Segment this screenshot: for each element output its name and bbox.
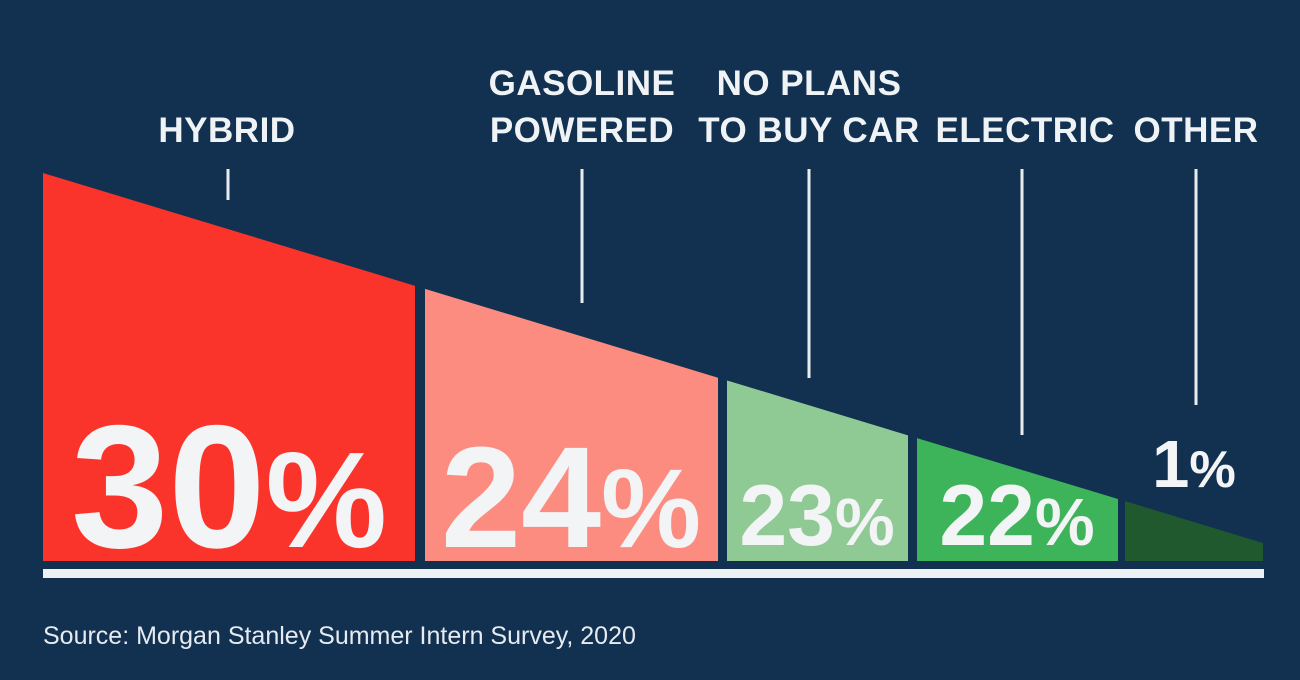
percent-sign: % (1189, 441, 1235, 499)
value-label-other: 1% (1152, 427, 1236, 502)
category-label-hybrid: HYBRID (158, 111, 295, 150)
segment-shape-other (1125, 501, 1263, 561)
percent-sign: % (601, 445, 701, 571)
category-label-noplans: TO BUY CAR (698, 111, 920, 150)
category-label-other: OTHER (1134, 111, 1259, 150)
category-label-gasoline: POWERED (490, 111, 674, 150)
segment-shape-hybrid (43, 173, 415, 561)
percent-sign: % (835, 485, 895, 560)
category-label-gasoline-line1: GASOLINE (489, 64, 676, 103)
category-label-noplans-line1: NO PLANS (717, 64, 902, 103)
chart-shapes (43, 169, 1264, 578)
percent-sign: % (1035, 485, 1095, 560)
segment-shape-electric (917, 438, 1118, 561)
source-attribution: Source: Morgan Stanley Summer Intern Sur… (43, 622, 636, 650)
segment-shape-gasoline (425, 288, 718, 561)
value-labels: 30% 24% 23% 22% 1% (71, 390, 1236, 585)
value-label-hybrid: 30% (71, 390, 387, 585)
baseline-bar (43, 569, 1264, 578)
value-label-gasoline: 24% (441, 417, 701, 578)
percent-sign: % (266, 423, 387, 576)
value-label-noplans: 23% (739, 468, 894, 564)
category-label-electric: ELECTRIC (936, 111, 1115, 150)
segment-shape-noplans (727, 380, 908, 561)
value-label-electric: 22% (939, 468, 1094, 564)
category-labels: HYBRID GASOLINE POWERED NO PLANS TO BUY … (158, 64, 1258, 150)
